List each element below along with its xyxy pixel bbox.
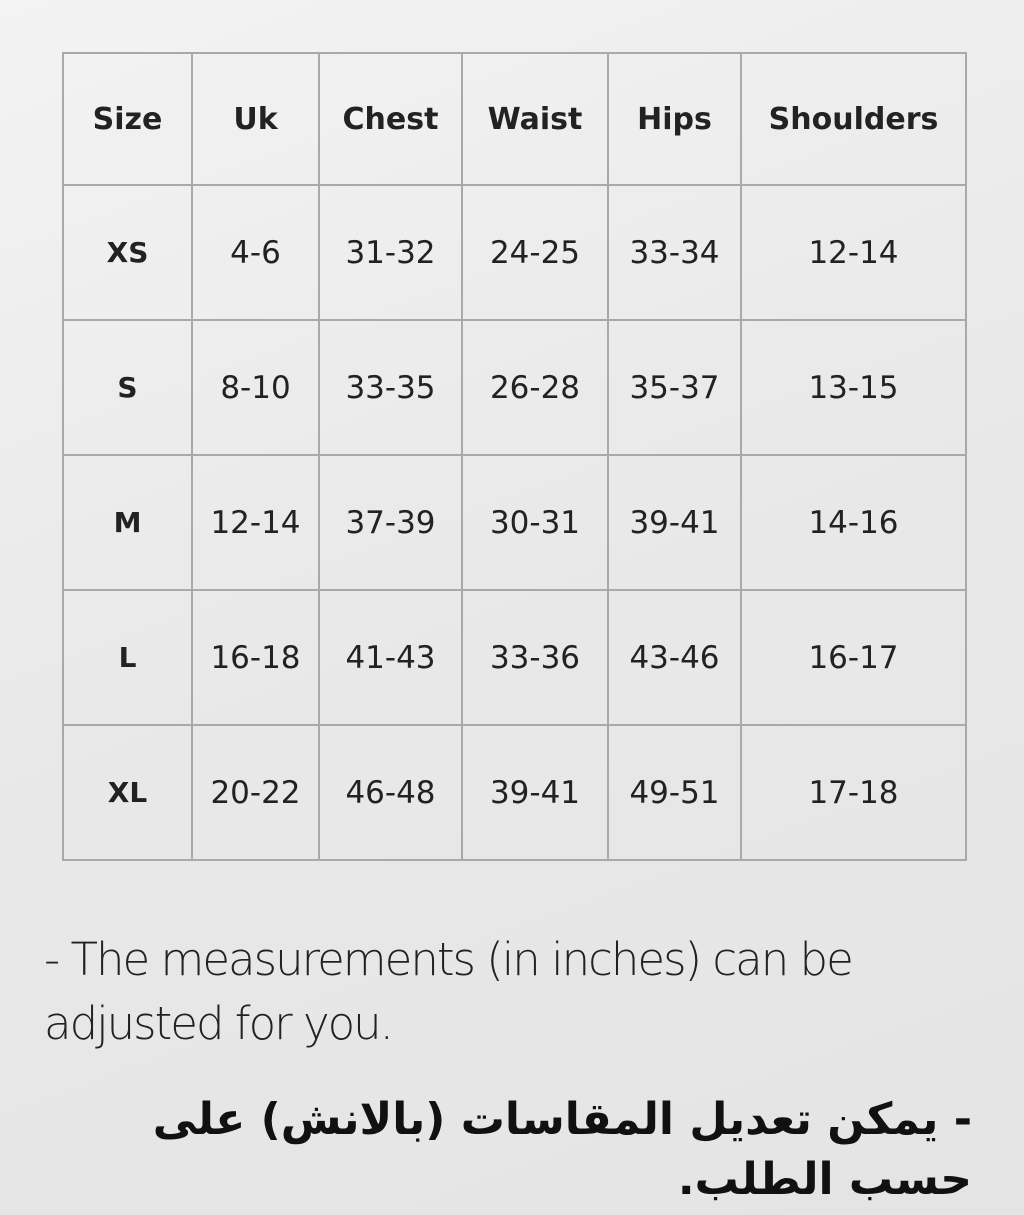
measurement-note-english: - The measurements (in inches) can be ad… xyxy=(44,933,854,1050)
cell-waist: 30-31 xyxy=(461,454,609,591)
cell-chest: 31-32 xyxy=(318,184,463,321)
table-row: M 12-14 37-39 30-31 39-41 14-16 xyxy=(62,454,967,591)
cell-waist: 26-28 xyxy=(461,319,609,456)
cell-chest: 46-48 xyxy=(318,724,463,861)
header-shoulders: Shoulders xyxy=(740,52,967,186)
cell-chest: 33-35 xyxy=(318,319,463,456)
cell-chest: 41-43 xyxy=(318,589,463,726)
cell-chest: 37-39 xyxy=(318,454,463,591)
header-chest: Chest xyxy=(318,52,463,186)
cell-waist: 39-41 xyxy=(461,724,609,861)
cell-size: XL xyxy=(62,724,193,861)
cell-uk: 16-18 xyxy=(191,589,320,726)
cell-size: M xyxy=(62,454,193,591)
cell-shoulders: 17-18 xyxy=(740,724,967,861)
cell-hips: 49-51 xyxy=(607,724,742,861)
cell-hips: 35-37 xyxy=(607,319,742,456)
cell-shoulders: 13-15 xyxy=(740,319,967,456)
table-row: S 8-10 33-35 26-28 35-37 13-15 xyxy=(62,319,967,456)
cell-uk: 20-22 xyxy=(191,724,320,861)
header-waist: Waist xyxy=(461,52,609,186)
cell-shoulders: 12-14 xyxy=(740,184,967,321)
table-row: XL 20-22 46-48 39-41 49-51 17-18 xyxy=(62,724,967,861)
table-row: L 16-18 41-43 33-36 43-46 16-17 xyxy=(62,589,967,726)
cell-hips: 43-46 xyxy=(607,589,742,726)
header-uk: Uk xyxy=(191,52,320,186)
cell-waist: 33-36 xyxy=(461,589,609,726)
cell-hips: 33-34 xyxy=(607,184,742,321)
cell-shoulders: 16-17 xyxy=(740,589,967,726)
cell-uk: 12-14 xyxy=(191,454,320,591)
header-size: Size xyxy=(62,52,193,186)
cell-size: XS xyxy=(62,184,193,321)
measurement-note-arabic: - يمكن تعديل المقاسات (بالانش) على حسب ا… xyxy=(152,1094,972,1205)
table-header-row: Size Uk Chest Waist Hips Shoulders xyxy=(62,52,967,186)
table-row: XS 4-6 31-32 24-25 33-34 12-14 xyxy=(62,184,967,321)
cell-uk: 8-10 xyxy=(191,319,320,456)
size-chart-table: Size Uk Chest Waist Hips Shoulders XS 4-6… xyxy=(62,52,967,861)
cell-hips: 39-41 xyxy=(607,454,742,591)
cell-size: S xyxy=(62,319,193,456)
cell-uk: 4-6 xyxy=(191,184,320,321)
header-hips: Hips xyxy=(607,52,742,186)
cell-size: L xyxy=(62,589,193,726)
cell-shoulders: 14-16 xyxy=(740,454,967,591)
cell-waist: 24-25 xyxy=(461,184,609,321)
